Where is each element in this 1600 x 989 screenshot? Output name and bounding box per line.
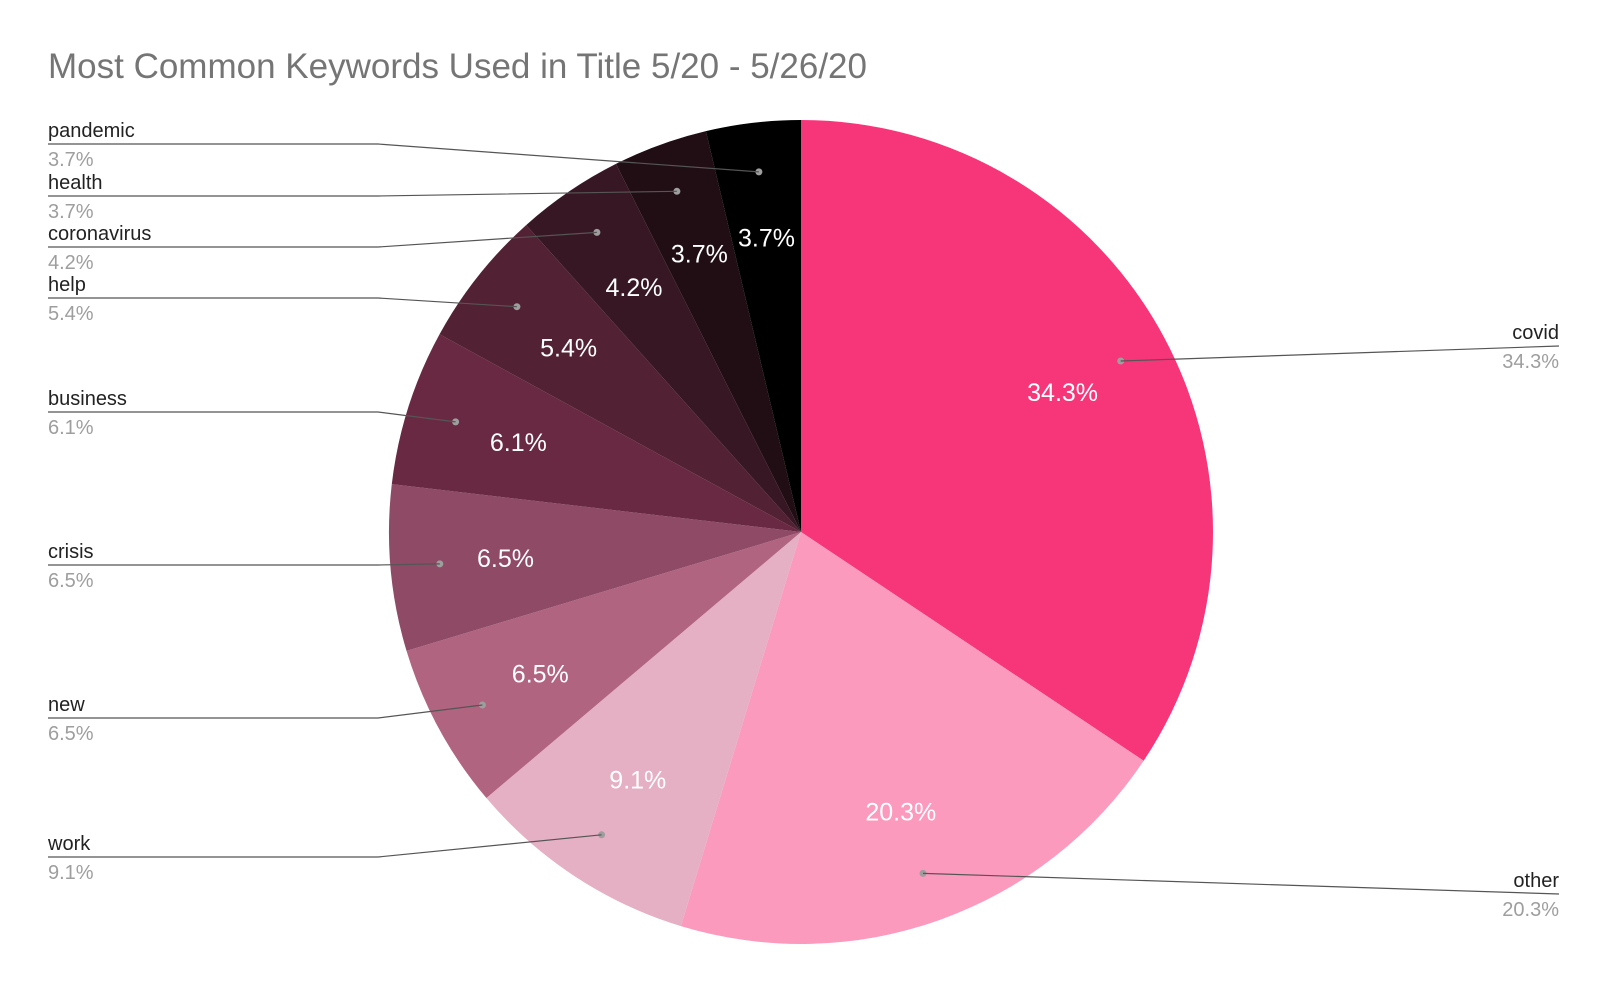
slice-label-covid: 34.3%: [1027, 379, 1098, 407]
pie-slice-new: [406, 532, 801, 799]
callout-value-work: 9.1%: [48, 862, 94, 884]
callout-name-coronavirus: coronavirus: [48, 223, 151, 245]
slice-label-health: 3.7%: [671, 240, 728, 268]
callout-line-other: [922, 872, 1560, 895]
callout-name-help: help: [48, 274, 86, 296]
pie-slice-crisis: [388, 484, 801, 651]
callout-name-covid: covid: [1512, 322, 1559, 344]
callout-name-business: business: [48, 388, 127, 410]
slice-label-business: 6.1%: [490, 429, 547, 457]
slice-label-other: 20.3%: [865, 798, 936, 826]
callout-line-help: [48, 297, 517, 308]
callout-name-work: work: [47, 833, 91, 855]
pie-callouts: covid 34.3% other 20.3% work 9.1% new 6.5% crisi…: [47, 120, 1559, 921]
callout-name-new: new: [48, 694, 85, 716]
callout-line-health: [48, 190, 677, 197]
pie-slice-business: [391, 334, 801, 532]
chart-title: Most Common Keywords Used in Title 5/20 …: [48, 47, 867, 86]
callout-value-help: 5.4%: [48, 303, 94, 325]
callout-value-health: 3.7%: [48, 201, 94, 223]
callout-value-covid: 34.3%: [1502, 351, 1559, 373]
callout-value-coronavirus: 4.2%: [48, 252, 94, 274]
slice-label-help: 5.4%: [540, 335, 597, 363]
pie-slice-covid: [801, 120, 1214, 761]
pie-slice-pandemic: [705, 120, 801, 532]
callout-line-crisis: [48, 563, 440, 566]
slice-label-pandemic: 3.7%: [738, 224, 795, 252]
callout-value-other: 20.3%: [1502, 899, 1559, 921]
pie-slices: [388, 120, 1214, 944]
callout-name-pandemic: pandemic: [48, 120, 135, 142]
callout-line-work: [48, 834, 602, 858]
pie-slice-labels: 34.3% 20.3% 9.1% 6.5% 6.5% 6.1% 5.4% 4.2% 3.7% 3.…: [477, 224, 1098, 826]
pie-slice-coronavirus: [526, 163, 801, 532]
callout-value-new: 6.5%: [48, 723, 94, 745]
callout-line-covid: [1120, 345, 1560, 362]
callout-line-pandemic: [48, 143, 759, 173]
pie-slice-health: [615, 131, 801, 532]
callout-name-crisis: crisis: [48, 541, 94, 563]
slice-label-new: 6.5%: [512, 661, 569, 689]
pie-slice-help: [439, 225, 801, 532]
callout-name-other: other: [1513, 870, 1559, 892]
callout-line-coronavirus: [48, 231, 597, 248]
pie-slice-other: [680, 532, 1144, 944]
slice-label-crisis: 6.5%: [477, 545, 534, 573]
callout-value-pandemic: 3.7%: [48, 149, 94, 171]
callout-value-crisis: 6.5%: [48, 570, 94, 592]
callout-value-business: 6.1%: [48, 417, 94, 439]
callout-line-business: [48, 411, 456, 423]
callout-name-health: health: [48, 172, 103, 194]
slice-label-work: 9.1%: [609, 767, 666, 795]
slice-label-coronavirus: 4.2%: [606, 274, 663, 302]
pie-slice-work: [486, 532, 801, 927]
callout-line-new: [48, 704, 483, 719]
